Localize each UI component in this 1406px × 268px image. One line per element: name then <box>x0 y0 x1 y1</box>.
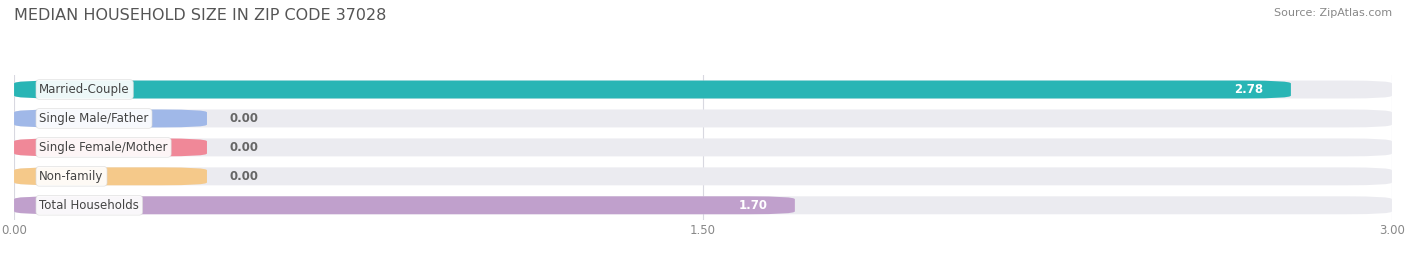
Text: 0.00: 0.00 <box>231 170 259 183</box>
FancyBboxPatch shape <box>14 139 1392 156</box>
Text: MEDIAN HOUSEHOLD SIZE IN ZIP CODE 37028: MEDIAN HOUSEHOLD SIZE IN ZIP CODE 37028 <box>14 8 387 23</box>
FancyBboxPatch shape <box>14 196 1392 214</box>
FancyBboxPatch shape <box>14 81 1392 98</box>
FancyBboxPatch shape <box>14 81 1291 98</box>
Text: Married-Couple: Married-Couple <box>39 83 129 96</box>
FancyBboxPatch shape <box>14 110 1392 127</box>
FancyBboxPatch shape <box>14 139 207 156</box>
FancyBboxPatch shape <box>14 110 207 127</box>
FancyBboxPatch shape <box>14 168 1392 185</box>
FancyBboxPatch shape <box>14 168 207 185</box>
Text: 0.00: 0.00 <box>231 141 259 154</box>
Text: 0.00: 0.00 <box>231 112 259 125</box>
Text: 1.70: 1.70 <box>738 199 768 212</box>
Text: Single Male/Father: Single Male/Father <box>39 112 149 125</box>
Text: Single Female/Mother: Single Female/Mother <box>39 141 167 154</box>
FancyBboxPatch shape <box>14 196 794 214</box>
Text: Source: ZipAtlas.com: Source: ZipAtlas.com <box>1274 8 1392 18</box>
Text: Total Households: Total Households <box>39 199 139 212</box>
Text: 2.78: 2.78 <box>1234 83 1264 96</box>
Text: Non-family: Non-family <box>39 170 104 183</box>
